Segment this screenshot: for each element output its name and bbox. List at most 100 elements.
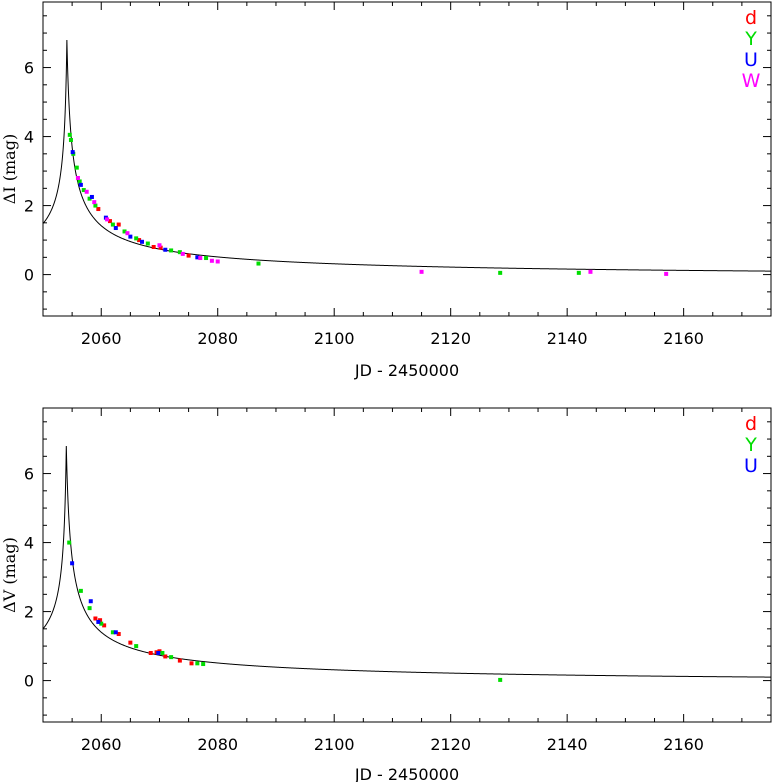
x-tick-label: 2120 <box>430 735 471 754</box>
data-point <box>87 606 92 611</box>
x-tick-label: 2120 <box>430 329 471 348</box>
data-point <box>116 222 121 227</box>
y-axis-label: ΔV (mag) <box>0 537 19 613</box>
y-tick-label: 6 <box>24 465 34 484</box>
data-point <box>189 661 194 666</box>
data-point <box>93 616 98 621</box>
panel-1: 2060 2080 2100 2120 2140 2160 0 2 4 6 JD - 2450000… <box>0 1 772 380</box>
data-point <box>88 599 93 604</box>
data-point <box>96 207 101 212</box>
x-tick-label: 2100 <box>314 329 355 348</box>
data-point <box>198 256 203 261</box>
data-point <box>77 179 82 184</box>
data-point <box>151 244 156 249</box>
data-point <box>84 189 89 194</box>
data-point <box>498 677 503 682</box>
x-tick-label: 2140 <box>547 329 588 348</box>
data-point <box>158 245 163 250</box>
data-point <box>195 255 200 260</box>
y-tick-label: 6 <box>24 59 34 78</box>
series-Y <box>67 132 581 275</box>
data-point <box>169 248 174 253</box>
data-point <box>92 200 97 205</box>
data-point <box>134 236 139 241</box>
x-tick-label: 2080 <box>197 329 238 348</box>
data-point <box>93 203 98 208</box>
data-point <box>74 165 79 170</box>
data-point <box>156 650 161 655</box>
data-point <box>134 644 139 649</box>
x-axis-label: JD - 2450000 <box>354 361 459 380</box>
x-tick-label: 2100 <box>314 735 355 754</box>
data-point <box>75 175 80 180</box>
data-point <box>110 630 115 635</box>
x-tick-label: 2140 <box>547 735 588 754</box>
y-tick-label: 0 <box>24 266 34 285</box>
data-point <box>99 621 104 626</box>
data-point <box>163 654 168 659</box>
data-point <box>169 655 174 660</box>
legend-entry-Y: Y <box>744 434 757 456</box>
data-point <box>78 182 83 187</box>
data-point <box>148 650 153 655</box>
y-tick-label: 4 <box>24 534 34 553</box>
model-curve <box>42 39 771 272</box>
data-point <box>128 640 133 645</box>
model-curve <box>42 445 771 678</box>
data-point <box>140 239 145 244</box>
y-tick-label: 4 <box>24 128 34 147</box>
data-point <box>180 251 185 256</box>
series-d <box>96 207 191 258</box>
data-point <box>145 241 150 246</box>
data-point <box>201 662 206 667</box>
data-point <box>113 630 118 635</box>
data-point <box>67 132 72 137</box>
data-point <box>122 229 127 234</box>
plot-frame <box>42 407 772 723</box>
data-point <box>70 561 75 566</box>
data-point <box>105 217 110 222</box>
plot-frame <box>42 1 772 317</box>
data-point <box>177 658 182 663</box>
data-point <box>157 243 162 248</box>
data-point <box>102 623 107 628</box>
data-point <box>215 259 220 264</box>
x-tick-label: 2160 <box>663 735 704 754</box>
series-U <box>70 561 161 655</box>
data-point <box>576 270 581 275</box>
x-tick-label: 2060 <box>81 329 122 348</box>
data-point <box>128 234 133 239</box>
legend-entry-Y: Y <box>744 28 757 50</box>
legend-entry-d: d <box>745 413 757 435</box>
data-point <box>81 188 86 193</box>
x-tick-label: 2060 <box>81 735 122 754</box>
series-W <box>75 175 669 276</box>
data-point <box>110 222 115 227</box>
series-Y <box>67 540 503 682</box>
x-tick-label: 2080 <box>197 735 238 754</box>
legend-entry-U: U <box>744 455 758 477</box>
data-point <box>125 231 130 236</box>
data-point <box>209 258 214 263</box>
y-tick-label: 2 <box>24 197 34 216</box>
data-point <box>664 271 669 276</box>
data-point <box>588 269 593 274</box>
data-point <box>498 270 503 275</box>
data-point <box>89 194 94 199</box>
data-point <box>177 250 182 255</box>
data-point <box>78 588 83 593</box>
data-point <box>419 269 424 274</box>
data-point <box>195 661 200 666</box>
legend-entry-U: U <box>744 49 758 71</box>
data-point <box>256 261 261 266</box>
data-point <box>160 650 165 655</box>
legend-entry-W: W <box>742 70 761 92</box>
data-point <box>87 196 92 201</box>
data-point <box>70 150 75 155</box>
data-point <box>163 247 168 252</box>
y-axis-label: ΔI (mag) <box>0 134 19 204</box>
panel-2: 2060 2080 2100 2120 2140 2160 0 2 4 6 JD - 2450000… <box>0 407 772 782</box>
legend-entry-d: d <box>745 7 757 29</box>
x-tick-label: 2160 <box>663 329 704 348</box>
